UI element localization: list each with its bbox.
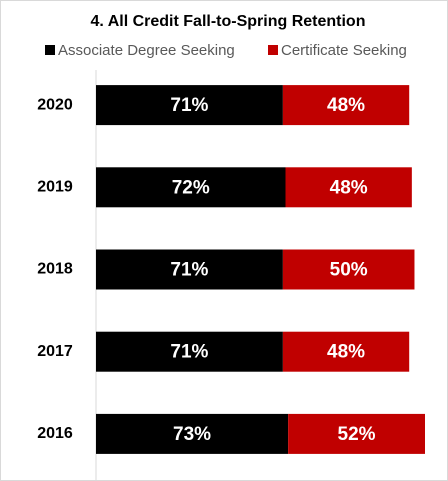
data-label: 48% xyxy=(327,342,365,363)
y-tick-label: 2016 xyxy=(37,425,73,442)
bar-segment xyxy=(96,331,283,372)
legend-label: Associate Degree Seeking xyxy=(58,42,235,59)
data-label: 50% xyxy=(330,260,368,281)
bar-segment xyxy=(96,413,289,454)
data-label: 71% xyxy=(170,95,208,116)
bar-segment xyxy=(96,167,286,208)
y-tick-label: 2017 xyxy=(37,343,73,360)
bar-segment xyxy=(288,413,425,454)
chart-title: 4. All Credit Fall-to-Spring Retention xyxy=(91,13,366,30)
y-tick-label: 2018 xyxy=(37,261,73,278)
legend-label: Certificate Seeking xyxy=(281,42,407,59)
data-label: 52% xyxy=(338,424,376,445)
data-label: 48% xyxy=(327,95,365,116)
data-label: 48% xyxy=(330,177,368,198)
bar-segment xyxy=(96,249,283,290)
bar-segment xyxy=(96,85,283,126)
bar-segment xyxy=(282,331,410,372)
bar-segment xyxy=(282,249,415,290)
bar-segment xyxy=(285,167,412,208)
y-tick-label: 2020 xyxy=(37,96,73,113)
data-label: 71% xyxy=(170,342,208,363)
legend-swatch xyxy=(268,45,278,55)
y-tick-label: 2019 xyxy=(37,179,73,196)
data-label: 72% xyxy=(172,177,210,198)
legend-swatch xyxy=(45,45,55,55)
data-label: 71% xyxy=(170,260,208,281)
bar-segment xyxy=(282,85,410,126)
data-label: 73% xyxy=(173,424,211,445)
